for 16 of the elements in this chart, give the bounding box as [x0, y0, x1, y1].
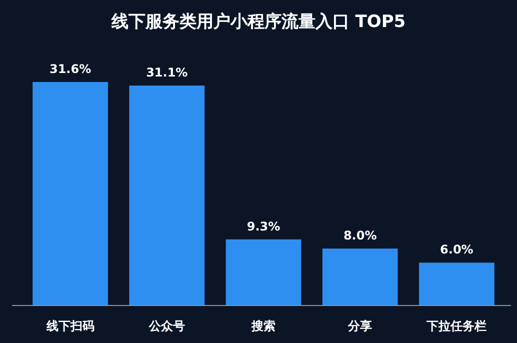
data-label: 9.3% — [246, 219, 280, 234]
x-tick-label: 分享 — [347, 319, 372, 333]
x-tick-label: 搜索 — [250, 319, 276, 333]
data-label: 8.0% — [343, 228, 377, 243]
data-label: 31.1% — [146, 66, 188, 80]
bar — [226, 239, 302, 305]
chart-title: 线下服务类用户小程序流量入口 TOP5 — [110, 12, 406, 32]
bar — [322, 248, 398, 305]
bar — [419, 262, 494, 305]
x-tick-label: 公众号 — [148, 319, 185, 333]
x-tick-label: 下拉任务栏 — [426, 319, 487, 333]
data-label: 6.0% — [440, 242, 474, 257]
bar — [129, 86, 205, 305]
data-label: 31.6% — [49, 62, 92, 76]
bar — [32, 82, 108, 305]
x-tick-label: 线下扫码 — [45, 319, 94, 333]
